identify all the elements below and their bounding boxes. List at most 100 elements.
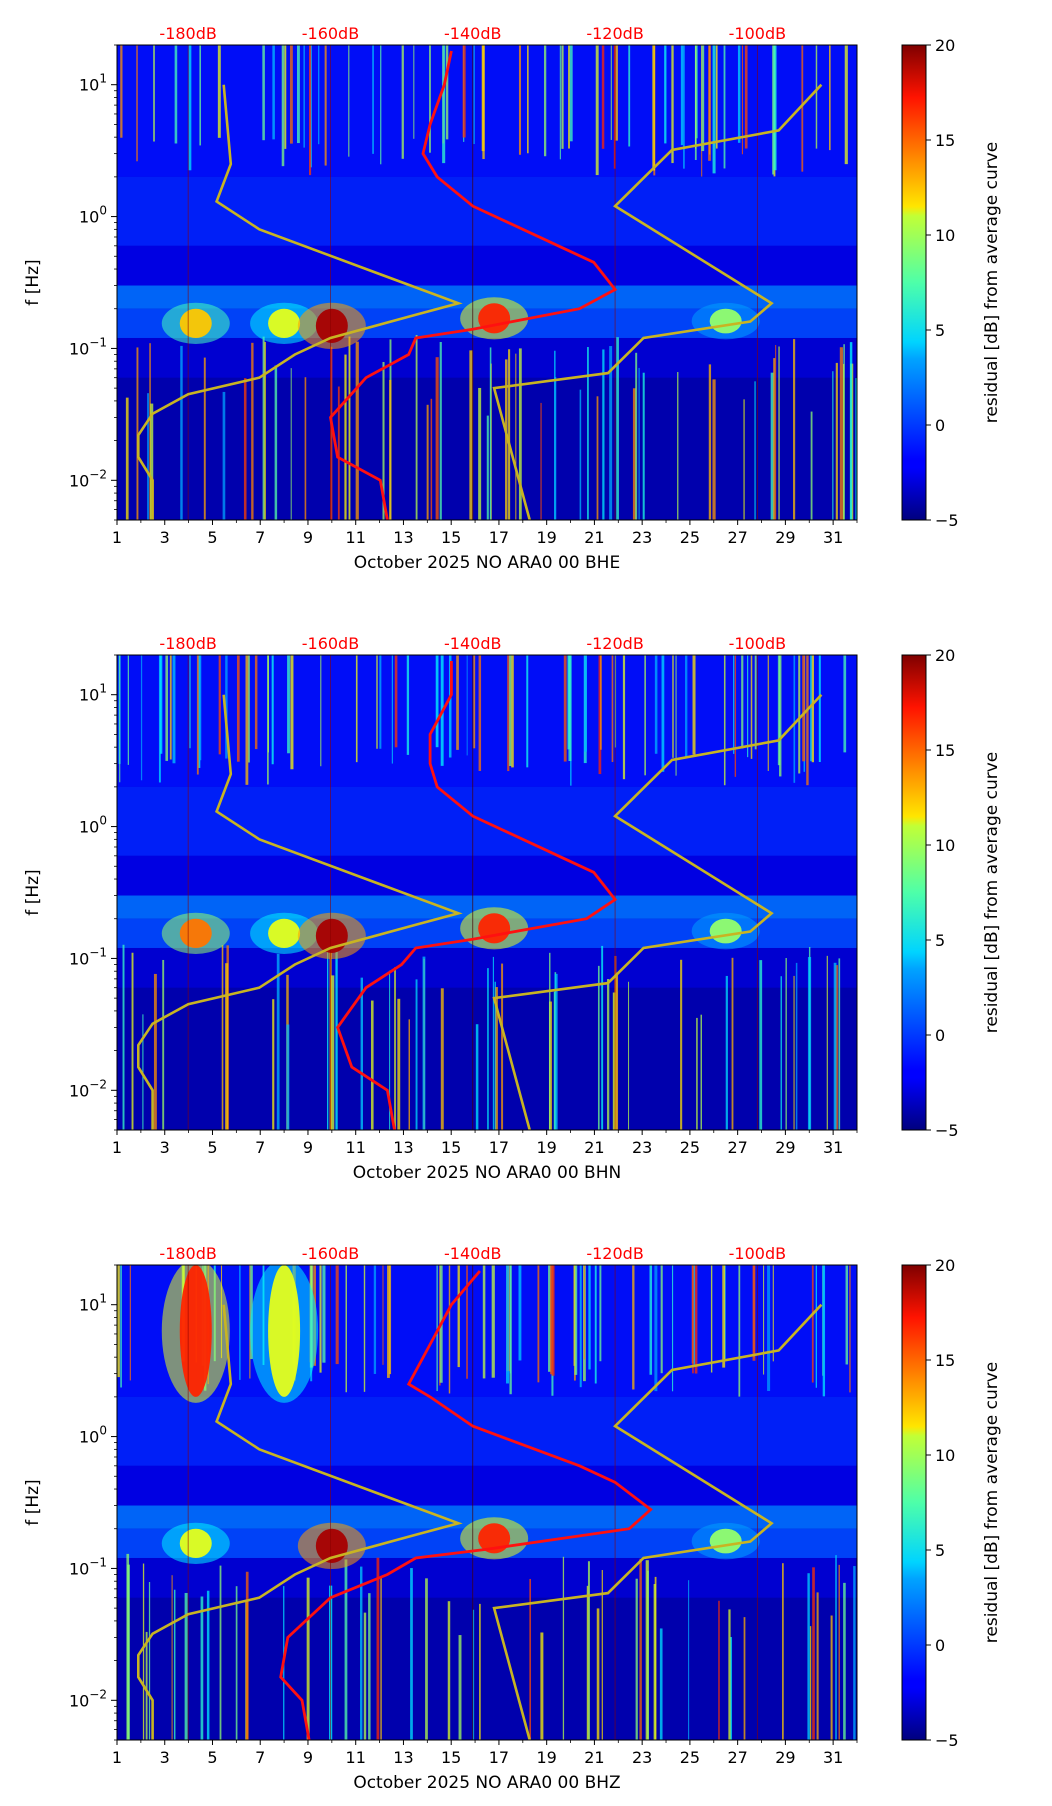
event-stripe xyxy=(579,389,582,520)
event-stripe xyxy=(712,379,716,520)
event-stripe xyxy=(203,357,206,520)
event-stripe xyxy=(741,45,744,155)
event-stripe xyxy=(415,335,418,520)
noise-model-low-curve xyxy=(137,1304,463,1740)
event-stripe xyxy=(469,350,473,520)
db-tick-label: -140dB xyxy=(444,634,501,653)
median-psd-curve xyxy=(279,1270,653,1740)
event-stripe xyxy=(380,45,382,165)
colorbar-gradient xyxy=(901,1264,927,1741)
db-tick-label: -140dB xyxy=(444,24,501,43)
event-stripe xyxy=(708,45,711,161)
event-stripe xyxy=(473,655,476,749)
event-stripe xyxy=(225,963,229,1130)
event-stripe xyxy=(206,1590,210,1740)
x-tick-label: 17 xyxy=(489,1748,509,1767)
event-stripe xyxy=(494,981,496,1130)
event-stripe xyxy=(701,45,705,152)
x-tick-label: 5 xyxy=(207,1748,217,1767)
event-stripe xyxy=(838,958,841,1130)
db-tick-label: -180dB xyxy=(159,1244,216,1263)
event-stripe xyxy=(773,45,777,171)
event-stripe xyxy=(600,655,602,750)
x-tick-label: 11 xyxy=(346,1748,366,1767)
event-stripe xyxy=(632,388,636,520)
event-stripe xyxy=(515,353,517,520)
event-stripe xyxy=(320,655,322,767)
event-stripe xyxy=(306,1577,310,1740)
event-stripe xyxy=(136,347,139,520)
x-tick-label: 7 xyxy=(255,1748,265,1767)
y-tick-label: 100 xyxy=(79,204,107,227)
event-stripe xyxy=(595,45,599,176)
event-stripe xyxy=(426,404,429,520)
event-stripe xyxy=(394,655,398,748)
event-stripe xyxy=(573,1265,576,1366)
bright-band-4 xyxy=(478,303,511,334)
x-tick-label: 1 xyxy=(112,528,122,547)
event-stripe xyxy=(198,655,202,761)
event-stripe xyxy=(567,655,571,750)
residual-band-3 xyxy=(117,245,857,286)
event-stripe xyxy=(271,655,274,765)
colorbar-tick-label: 10 xyxy=(935,836,955,855)
event-stripe xyxy=(324,45,327,166)
event-stripe xyxy=(644,655,646,776)
event-stripe xyxy=(700,1014,702,1130)
event-stripe xyxy=(180,345,183,520)
event-stripe xyxy=(286,1024,290,1130)
event-stripe xyxy=(482,1265,486,1379)
event-stripe xyxy=(284,45,287,149)
event-stripe xyxy=(833,962,837,1130)
event-stripe xyxy=(810,411,813,520)
bright-band-3 xyxy=(268,1265,301,1397)
event-stripe xyxy=(119,655,121,783)
event-stripe xyxy=(551,1265,555,1376)
event-stripe xyxy=(563,655,567,762)
heatmap-image xyxy=(117,655,857,1130)
event-stripe xyxy=(413,45,415,139)
plot-frame xyxy=(116,1264,858,1741)
event-stripe xyxy=(222,391,226,520)
colorbar-tick-label: 15 xyxy=(935,741,955,760)
noise-model-low-curve xyxy=(137,694,463,1130)
event-stripe xyxy=(243,378,247,520)
event-stripe xyxy=(708,364,712,520)
event-stripe xyxy=(415,979,418,1130)
event-stripe xyxy=(849,342,853,520)
event-stripe xyxy=(775,345,777,520)
event-stripe xyxy=(782,1563,784,1740)
x-tick-label: 13 xyxy=(393,1748,413,1767)
event-stripe xyxy=(671,1265,674,1392)
x-tick-label: 15 xyxy=(441,1138,461,1157)
event-stripe xyxy=(737,45,741,143)
x-tick-label: 5 xyxy=(207,1138,217,1157)
event-stripe xyxy=(518,45,522,155)
event-stripe xyxy=(466,1265,468,1379)
event-stripe xyxy=(780,976,782,1130)
event-stripe xyxy=(508,349,511,520)
event-stripe xyxy=(479,1603,481,1740)
event-stripe xyxy=(290,655,294,770)
colorbar-tick-label: −5 xyxy=(935,511,959,530)
db-tick-label: -120dB xyxy=(586,634,643,653)
plot-frame xyxy=(116,44,858,521)
event-stripe xyxy=(798,655,801,774)
event-stripe xyxy=(199,45,202,146)
event-stripe xyxy=(692,1265,694,1374)
event-stripe xyxy=(363,1612,367,1740)
event-stripe xyxy=(767,1265,771,1391)
event-stripe xyxy=(692,655,696,755)
event-stripe xyxy=(540,1632,544,1740)
event-stripe xyxy=(828,45,831,151)
event-stripe xyxy=(140,655,143,781)
colorbar-label: residual [dB] from average curve xyxy=(982,752,1002,1033)
event-stripe xyxy=(767,655,769,771)
event-stripe xyxy=(442,45,446,164)
event-stripe xyxy=(262,45,265,141)
y-axis-label: f [Hz] xyxy=(23,1479,43,1525)
event-stripe xyxy=(326,945,329,1130)
x-tick-label: 5 xyxy=(207,528,217,547)
x-tick-label: 15 xyxy=(441,1748,461,1767)
